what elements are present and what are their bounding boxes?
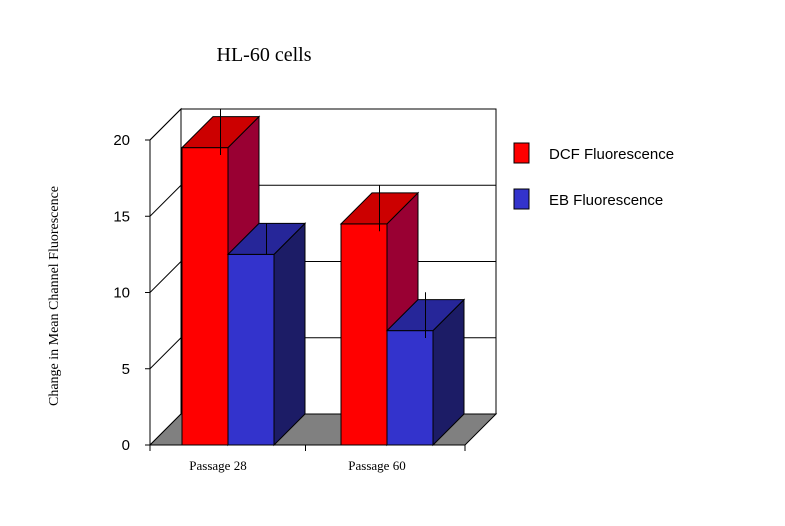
x-tick-label: Passage 28 xyxy=(189,458,246,473)
bars xyxy=(180,115,466,447)
gridline-side xyxy=(149,337,182,370)
legend-swatch xyxy=(513,142,530,164)
y-axis-label: Change in Mean Channel Fluorescence xyxy=(47,186,62,406)
y-tick-label: 0 xyxy=(122,437,130,454)
x-tick-labels: Passage 28 Passage 60 xyxy=(189,458,405,473)
gridline-side xyxy=(149,184,182,217)
legend-label: DCF Fluorescence xyxy=(549,146,674,163)
bar-front xyxy=(386,330,434,446)
error-bars xyxy=(220,109,426,338)
legend-label: EB Fluorescence xyxy=(549,192,663,209)
y-tick-labels: 0 5 10 15 20 xyxy=(113,132,130,454)
y-tick-label: 15 xyxy=(113,208,130,225)
legend: DCF Fluorescence EB Fluorescence xyxy=(513,142,674,210)
gridline-side xyxy=(149,261,182,293)
gridline-side xyxy=(149,108,182,141)
chart-title: HL-60 cells xyxy=(217,44,312,66)
bar-side xyxy=(273,222,306,447)
bar-front xyxy=(181,147,229,446)
bar-front xyxy=(227,253,275,446)
legend-swatch xyxy=(513,188,530,210)
x-tick-label: Passage 60 xyxy=(348,458,405,473)
y-tick-label: 20 xyxy=(113,132,130,149)
bar-front xyxy=(340,223,388,446)
y-tick-label: 5 xyxy=(122,361,130,378)
y-tick-label: 10 xyxy=(113,285,130,302)
